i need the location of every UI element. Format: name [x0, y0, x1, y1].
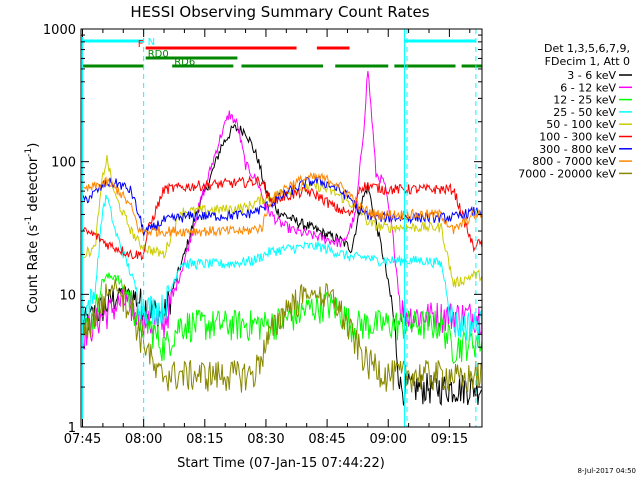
x-axis-label: Start Time (07-Jan-15 07:44:22): [177, 456, 385, 471]
y-axis-label-sup1: -1: [24, 216, 34, 225]
y-axis-label-sup2: -1: [24, 148, 34, 157]
legend-label: 3 - 6 keV: [567, 69, 616, 82]
timestamp: 8-Jul-2017 04:50: [577, 467, 636, 475]
legend-header-2: FDecim 1, Att 0: [545, 55, 630, 68]
series-line-2: [82, 272, 483, 364]
x-tick-label: 07:45: [64, 432, 101, 447]
series-line-0: [82, 124, 483, 406]
legend-label: 300 - 800 keV: [539, 143, 616, 156]
x-tick-label: 08:45: [308, 432, 345, 447]
x-tick-label: 08:15: [186, 432, 223, 447]
observing-flags: NF RD0 RD6: [82, 37, 482, 68]
legend-label: 6 - 12 keV: [560, 81, 616, 94]
y-axis-ticks: 1 10 100 1000: [43, 23, 482, 436]
flag-label-rd0: RD0: [148, 49, 169, 60]
series-line-6: [82, 175, 483, 236]
series-line-5: [82, 175, 483, 261]
y-tick-label: 1000: [43, 23, 76, 38]
y-tick-label: 100: [51, 156, 76, 171]
y-axis-label-mid: detector: [26, 156, 41, 216]
y-tick-label: 10: [59, 288, 76, 303]
y-axis-label-main: Count Rate (s: [26, 225, 41, 314]
series-line-3: [82, 194, 483, 342]
series-line-8: [82, 279, 483, 393]
chart-title: HESSI Observing Summary Count Rates: [130, 3, 429, 21]
legend-label: 12 - 25 keV: [553, 94, 616, 107]
flag-label-f: F: [138, 39, 144, 50]
y-tick-label: 1: [68, 421, 76, 436]
x-tick-label: 09:15: [431, 432, 468, 447]
x-axis-ticks: 07:45 08:00 08:15 08:30 08:45 09:00 09:15: [64, 29, 471, 447]
x-tick-label: 08:30: [247, 432, 284, 447]
series-line-7: [82, 171, 483, 238]
legend-label: 7000 - 20000 keV: [518, 167, 616, 180]
x-tick-label: 08:00: [125, 432, 162, 447]
flag-label-n: N: [148, 37, 155, 48]
series-line-1: [82, 71, 483, 350]
legend-label: 800 - 7000 keV: [532, 155, 616, 168]
y-axis-label: Count Rate (s-1 detector-1): [24, 143, 41, 314]
legend-label: 25 - 50 keV: [553, 106, 616, 119]
plot-frame: [80, 28, 483, 428]
legend-label: 100 - 300 keV: [539, 131, 616, 144]
legend-header-1: Det 1,3,5,6,7,9,: [544, 42, 630, 55]
x-tick-label: 09:00: [370, 432, 407, 447]
vertical-markers: [82, 29, 477, 427]
legend-label: 50 - 100 keV: [546, 118, 616, 131]
flag-label-rd6: RD6: [174, 57, 195, 68]
series-lines: [82, 71, 483, 406]
y-axis-label-end: ): [26, 143, 41, 148]
